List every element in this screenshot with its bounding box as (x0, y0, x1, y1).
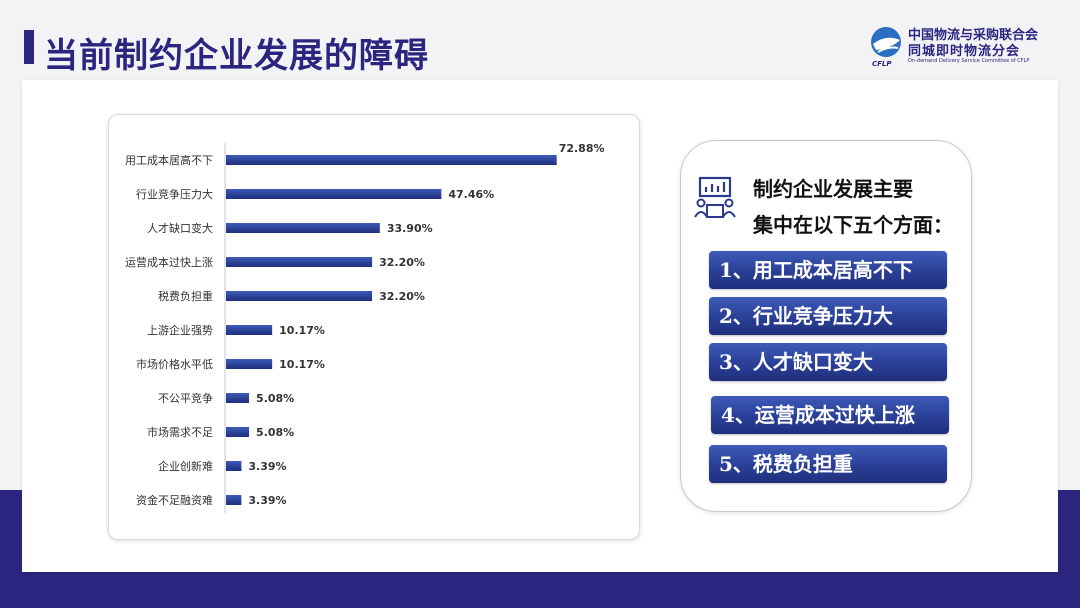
data-label: 33.90% (387, 222, 433, 235)
bar-chart: 用工成本居高不下 72.88% 行业竞争压力大 47.46% 人才缺口变大 33.90% 运… (125, 142, 605, 513)
title-accent-bar (24, 30, 34, 64)
data-label: 10.17% (279, 358, 325, 371)
bar (226, 223, 380, 233)
summary-heading-line-1: 制约企业发展主要 (753, 177, 913, 201)
data-label: 5.08% (256, 426, 294, 439)
category-label: 行业竞争压力大 (136, 187, 213, 201)
summary-item-1: 1、用工成本居高不下 (709, 251, 947, 289)
logo-line-3: On-demand Delivery Service Committee of … (908, 58, 1030, 64)
bar (226, 291, 373, 301)
category-label: 资金不足融资难 (136, 493, 213, 507)
summary-item-2: 2、行业竞争压力大 (709, 297, 947, 335)
category-label: 市场价格水平低 (136, 357, 213, 371)
summary-panel: 制约企业发展主要 集中在以下五个方面： 1、用工成本居高不下 2、行业竞争压力大… (680, 140, 972, 512)
summary-heading-line-2: 集中在以下五个方面： (753, 213, 953, 237)
logo-line-1: 中国物流与采购联合会 (908, 28, 1039, 43)
meeting-presentation-icon (694, 176, 736, 218)
summary-item-3: 3、人才缺口变大 (709, 343, 947, 381)
data-label: 3.39% (248, 460, 286, 473)
bar (226, 155, 557, 165)
data-label: 32.20% (379, 256, 425, 269)
bar (226, 427, 250, 437)
bar (226, 461, 242, 471)
category-label: 税费负担重 (158, 289, 213, 303)
bar (226, 359, 273, 369)
globe-logo-icon (871, 27, 901, 57)
data-label: 32.20% (379, 290, 425, 303)
bar (226, 257, 373, 267)
bar (226, 325, 273, 335)
data-label: 10.17% (279, 324, 325, 337)
cflp-logo: CFLP 中国物流与采购联合会 同城即时物流分会 On-demand Deliv… (868, 24, 1058, 74)
data-label: 72.88% (559, 142, 605, 155)
bar (226, 189, 442, 199)
summary-item-4: 4、运营成本过快上涨 (711, 396, 949, 434)
data-label: 5.08% (256, 392, 294, 405)
bar (226, 393, 250, 403)
category-label: 运营成本过快上涨 (125, 255, 213, 269)
bar (226, 495, 242, 505)
logo-line-2: 同城即时物流分会 (908, 44, 1021, 59)
data-label: 47.46% (448, 188, 494, 201)
category-label: 市场需求不足 (147, 425, 213, 439)
bar-chart-panel: 用工成本居高不下 72.88% 行业竞争压力大 47.46% 人才缺口变大 33.90% 运… (108, 114, 640, 540)
category-label: 不公平竞争 (158, 391, 213, 405)
summary-item-5: 5、税费负担重 (709, 445, 947, 483)
data-label: 3.39% (248, 494, 286, 507)
logo-abbr: CFLP (872, 60, 892, 68)
category-label: 企业创新难 (158, 459, 213, 473)
category-label: 用工成本居高不下 (125, 153, 213, 167)
page-title: 当前制约企业发展的障碍 (44, 36, 429, 76)
category-label: 人才缺口变大 (147, 221, 213, 235)
category-label: 上游企业强势 (147, 323, 213, 337)
